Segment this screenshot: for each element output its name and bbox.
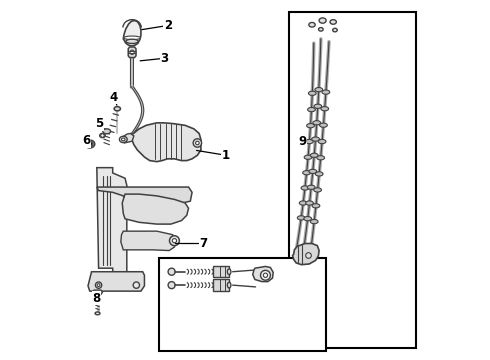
Polygon shape xyxy=(93,290,102,294)
Circle shape xyxy=(168,282,175,289)
Bar xyxy=(159,258,326,351)
Ellipse shape xyxy=(318,139,326,144)
Circle shape xyxy=(172,239,176,243)
Ellipse shape xyxy=(310,153,318,157)
Ellipse shape xyxy=(309,22,315,27)
Ellipse shape xyxy=(99,134,105,138)
Ellipse shape xyxy=(303,171,311,175)
Ellipse shape xyxy=(123,36,141,40)
Ellipse shape xyxy=(297,216,305,220)
Polygon shape xyxy=(123,21,141,46)
Ellipse shape xyxy=(85,140,95,148)
Circle shape xyxy=(96,282,102,288)
Polygon shape xyxy=(213,279,229,291)
Ellipse shape xyxy=(307,123,315,128)
Polygon shape xyxy=(88,272,145,291)
Ellipse shape xyxy=(319,18,326,23)
Text: 7: 7 xyxy=(175,237,207,250)
Ellipse shape xyxy=(120,136,127,143)
Polygon shape xyxy=(293,243,319,265)
Circle shape xyxy=(101,134,104,137)
Ellipse shape xyxy=(227,269,231,275)
Ellipse shape xyxy=(321,107,329,111)
Ellipse shape xyxy=(307,185,315,189)
Circle shape xyxy=(88,142,92,146)
Circle shape xyxy=(168,268,175,275)
Ellipse shape xyxy=(333,28,337,32)
Ellipse shape xyxy=(103,129,111,134)
Text: 1: 1 xyxy=(196,149,230,162)
Ellipse shape xyxy=(315,172,323,176)
Ellipse shape xyxy=(310,220,318,224)
Polygon shape xyxy=(97,168,127,275)
Ellipse shape xyxy=(315,87,322,92)
Circle shape xyxy=(306,253,311,258)
Ellipse shape xyxy=(308,108,316,112)
Ellipse shape xyxy=(309,169,317,174)
Ellipse shape xyxy=(126,39,138,44)
Polygon shape xyxy=(213,266,229,277)
Bar xyxy=(289,12,416,348)
Polygon shape xyxy=(130,123,201,162)
Text: 6: 6 xyxy=(82,134,92,147)
Circle shape xyxy=(263,273,268,277)
Text: 4: 4 xyxy=(109,91,118,105)
Ellipse shape xyxy=(122,138,125,141)
Ellipse shape xyxy=(301,186,309,190)
Ellipse shape xyxy=(317,156,324,160)
Ellipse shape xyxy=(114,107,121,111)
Ellipse shape xyxy=(312,204,320,208)
Ellipse shape xyxy=(304,217,312,221)
Circle shape xyxy=(196,141,199,145)
Ellipse shape xyxy=(312,137,319,141)
Circle shape xyxy=(130,50,134,54)
Ellipse shape xyxy=(318,28,323,31)
Polygon shape xyxy=(253,266,273,282)
Text: 5: 5 xyxy=(95,117,103,130)
Ellipse shape xyxy=(330,20,336,24)
Ellipse shape xyxy=(314,188,321,192)
Polygon shape xyxy=(122,194,189,224)
Ellipse shape xyxy=(313,121,320,125)
Text: 9: 9 xyxy=(298,135,306,148)
Text: 2: 2 xyxy=(142,19,172,32)
Ellipse shape xyxy=(227,282,231,288)
Circle shape xyxy=(133,282,140,288)
Circle shape xyxy=(261,270,270,280)
Ellipse shape xyxy=(95,312,100,315)
Ellipse shape xyxy=(304,155,312,159)
Text: 8: 8 xyxy=(93,292,101,305)
Ellipse shape xyxy=(322,90,330,94)
Circle shape xyxy=(97,284,100,287)
Polygon shape xyxy=(121,134,134,143)
Ellipse shape xyxy=(319,123,327,127)
Ellipse shape xyxy=(308,91,316,95)
Text: 3: 3 xyxy=(140,52,169,65)
Polygon shape xyxy=(97,187,192,207)
Ellipse shape xyxy=(299,201,307,205)
Polygon shape xyxy=(128,47,136,58)
Ellipse shape xyxy=(87,141,93,147)
Circle shape xyxy=(170,236,179,246)
Circle shape xyxy=(193,139,201,147)
Ellipse shape xyxy=(314,104,322,108)
Polygon shape xyxy=(121,231,176,251)
Ellipse shape xyxy=(305,139,313,144)
Ellipse shape xyxy=(306,201,314,205)
